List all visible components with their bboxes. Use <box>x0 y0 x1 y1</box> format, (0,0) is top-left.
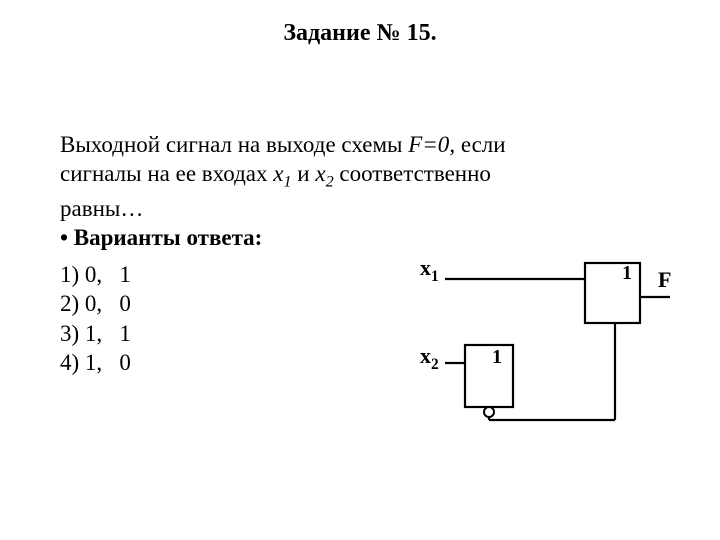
prompt-text: Выходной сигнал на выходе схемы F=0, есл… <box>60 130 660 253</box>
svg-text:x2: x2 <box>420 343 439 373</box>
page: Задание № 15. Выходной сигнал на выходе … <box>0 0 720 540</box>
opt1-b: 1 <box>119 262 131 287</box>
prompt-s1: 1 <box>284 174 292 191</box>
opt2-b: 0 <box>119 291 131 316</box>
option-4: 4) 1, 0 <box>60 348 131 377</box>
opt1-n: 1) <box>60 262 79 287</box>
prompt-l1a: Выходной сигнал на выходе схемы <box>60 132 408 157</box>
prompt-l2b: соответственно <box>334 161 491 186</box>
answer-options: 1) 0, 1 2) 0, 0 3) 1, 1 4) 1, 0 <box>60 260 131 378</box>
opt4-a: 1, <box>85 350 102 375</box>
svg-text:1: 1 <box>492 346 502 368</box>
option-2: 2) 0, 0 <box>60 289 131 318</box>
svg-text:F: F <box>658 267 671 292</box>
prompt-s2: 2 <box>326 174 334 191</box>
opt1-a: 0, <box>85 262 102 287</box>
options-header: • Варианты ответа: <box>60 225 262 250</box>
svg-text:x1: x1 <box>420 255 439 285</box>
svg-text:1: 1 <box>622 262 632 284</box>
option-1: 1) 0, 1 <box>60 260 131 289</box>
opt3-n: 3) <box>60 321 79 346</box>
prompt-l2a: сигналы на ее входах <box>60 161 273 186</box>
prompt-x1: x <box>273 161 283 186</box>
opt4-n: 4) <box>60 350 79 375</box>
opt2-n: 2) <box>60 291 79 316</box>
prompt-l1b: , если <box>449 132 505 157</box>
opt3-a: 1, <box>85 321 102 346</box>
prompt-x2: x <box>315 161 325 186</box>
prompt-F: F=0 <box>408 132 449 157</box>
prompt-and: и <box>292 161 316 186</box>
opt3-b: 1 <box>119 321 131 346</box>
opt2-a: 0, <box>85 291 102 316</box>
option-3: 3) 1, 1 <box>60 319 131 348</box>
logic-diagram: 1 1 x1 x2 F <box>390 255 690 435</box>
task-title: Задание № 15. <box>0 20 720 47</box>
opt4-b: 0 <box>119 350 131 375</box>
prompt-l3: равны… <box>60 196 143 221</box>
